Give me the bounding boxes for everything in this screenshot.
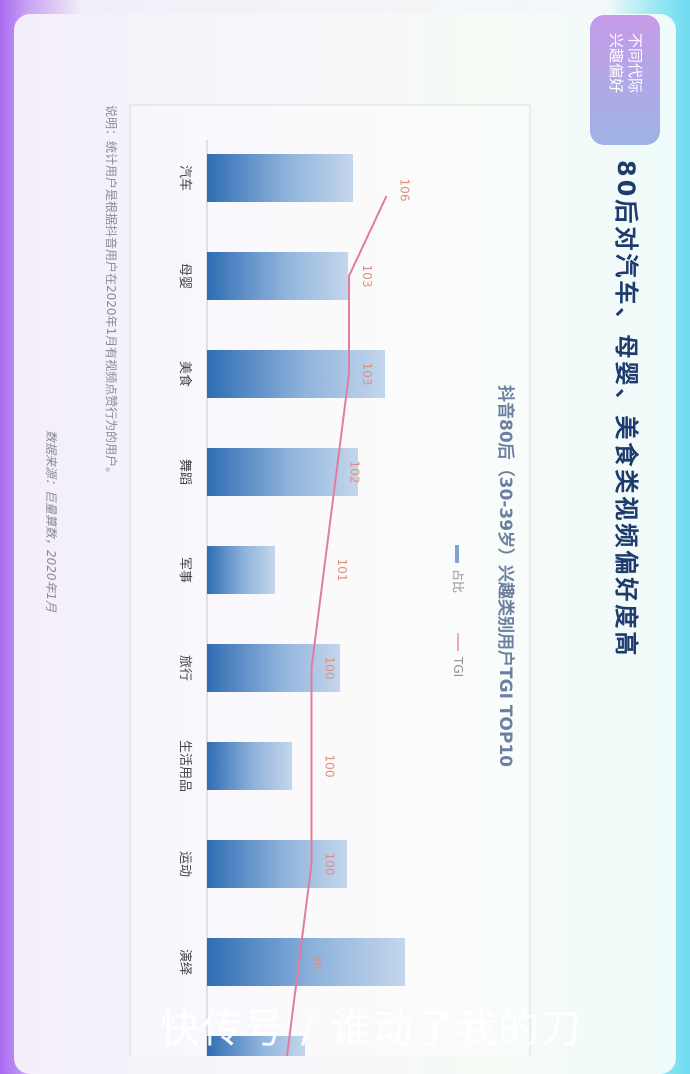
tgi-label: 106: [398, 179, 412, 202]
tgi-label: 103: [360, 363, 374, 386]
bar-军事: [207, 546, 275, 594]
category-label: 军事: [177, 557, 192, 583]
tgi-label: 99: [310, 954, 324, 969]
category-label: 运动: [177, 851, 192, 877]
source-text: 数据来源：巨量算数，2020年1月: [44, 430, 58, 613]
tgi-label: 102: [348, 461, 362, 484]
bar-演绎: [207, 938, 405, 986]
tgi-label: 103: [360, 265, 374, 288]
category-label: 旅行: [177, 655, 192, 681]
tgi-label: 100: [323, 657, 337, 680]
tgi-label: 100: [323, 853, 337, 876]
bar-旅行: [207, 644, 340, 692]
bar-生活用品: [207, 742, 292, 790]
watermark: 快传号 / 谁动了我的刀: [160, 1006, 583, 1052]
chart-frame: [129, 104, 531, 1056]
bar-美食: [207, 350, 385, 398]
tgi-label: 101: [335, 559, 349, 582]
category-label: 生活用品: [177, 740, 192, 792]
category-label: 演绎: [177, 949, 193, 975]
tgi-line: [285, 195, 388, 1056]
category-label: 美食: [177, 361, 193, 387]
bar-item-10: [207, 1036, 305, 1056]
bar-舞蹈: [207, 448, 358, 496]
tgi-label: 100: [323, 755, 337, 778]
category-label: 母婴: [177, 263, 192, 289]
bar-母婴: [207, 252, 348, 300]
category-label: 舞蹈: [177, 459, 192, 485]
category-label: 汽车: [177, 165, 193, 191]
note-text: 说明：统计用户是根据抖音用户在2020年1月有视频点赞行为的用户。: [104, 105, 118, 480]
bar-汽车: [207, 154, 353, 202]
